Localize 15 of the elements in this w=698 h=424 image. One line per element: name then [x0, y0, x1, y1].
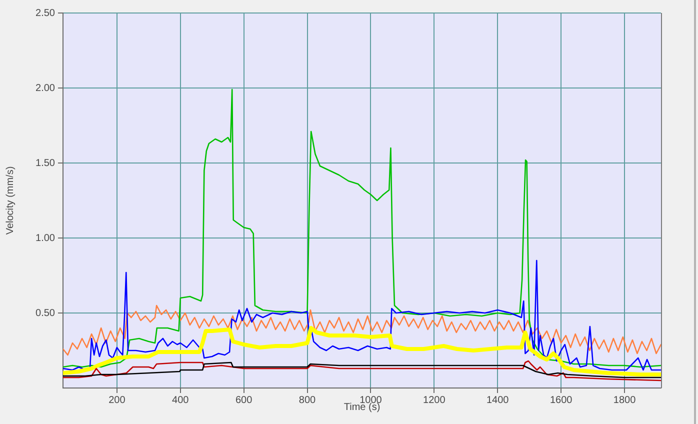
y-tick-label: 1.50 [36, 158, 56, 169]
x-tick-label: 600 [235, 394, 253, 406]
y-tick-label: 1.00 [36, 232, 56, 244]
x-tick-label: 1200 [423, 394, 446, 406]
x-axis-title: Time (s) [344, 402, 380, 413]
y-tick-label: 2.00 [36, 82, 56, 94]
x-tick-label: 400 [172, 394, 190, 406]
y-axis-title: Velocity (mm/s) [4, 166, 16, 235]
y-tick-label: 2.50 [36, 8, 56, 19]
x-tick-label: 1400 [486, 394, 510, 406]
x-tick-label: 800 [298, 394, 316, 406]
y-tick-label: 0.50 [36, 308, 56, 319]
x-tick-label: 200 [108, 394, 126, 406]
x-tick-label: 1600 [550, 394, 573, 406]
x-tick-label: 1800 [613, 394, 636, 406]
